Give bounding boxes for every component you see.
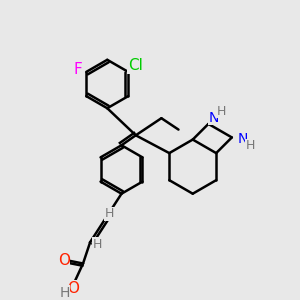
Text: Cl: Cl [128,58,143,73]
Text: N: N [238,132,248,146]
Text: H: H [246,140,255,152]
Text: H: H [217,105,226,118]
Text: O: O [67,281,79,296]
Text: H: H [93,238,102,251]
Text: F: F [74,61,83,76]
Text: N: N [209,111,219,124]
Text: H: H [105,207,114,220]
Text: H: H [59,286,70,300]
Text: O: O [58,253,70,268]
